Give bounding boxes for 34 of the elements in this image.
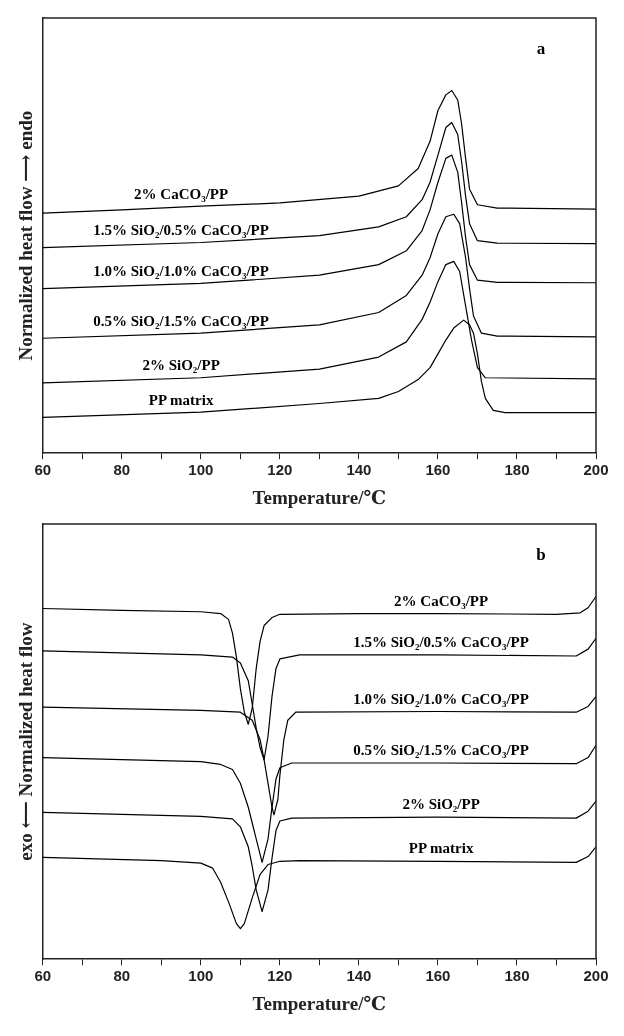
x-tick-label: 60 [34, 967, 52, 985]
series-label: PP matrix [408, 840, 474, 857]
y-axis-title: Normalized heat flow ⟶ endo [15, 110, 37, 361]
series-label: 2% CaCO₃/PP [394, 592, 489, 609]
series-label: 0.5% SiO₂/1.5% CaCO₃/PP [353, 742, 529, 759]
x-tick-label: 80 [113, 461, 131, 479]
x-tick-label: 120 [267, 461, 293, 479]
x-axis-title: Temperature/℃ [252, 992, 387, 1014]
series-label: 2% SiO₂/PP [142, 357, 220, 374]
series-label: 1.0% SiO₂/1.0% CaCO₃/PP [353, 690, 529, 707]
series-label: 2% CaCO₃/PP [134, 186, 229, 203]
x-tick-label: 180 [504, 461, 530, 479]
x-tick-label: 200 [583, 461, 609, 479]
series-label: 1.0% SiO₂/1.0% CaCO₃/PP [93, 263, 269, 280]
x-axis-title: Temperature/℃ [252, 486, 387, 508]
text: b [536, 545, 546, 564]
x-tick-label: 200 [583, 967, 609, 985]
series-label: 0.5% SiO₂/1.5% CaCO₃/PP [93, 312, 269, 329]
text: a [536, 39, 546, 58]
x-tick-label: 140 [346, 967, 372, 985]
y-axis-title: exo ⟵ Normalized heat flow [15, 622, 37, 861]
series-label: PP matrix [148, 391, 214, 408]
x-tick-label: 160 [425, 967, 451, 985]
x-tick-label: 140 [346, 461, 372, 479]
x-tick-label: 120 [267, 967, 293, 985]
x-tick-label: 60 [34, 461, 52, 479]
series-label: 2% SiO₂/PP [402, 796, 480, 813]
x-tick-label: 180 [504, 967, 530, 985]
series-label: 1.5% SiO₂/0.5% CaCO₃/PP [93, 222, 269, 239]
series-label: 1.5% SiO₂/0.5% CaCO₃/PP [353, 633, 529, 650]
x-tick-label: 100 [188, 461, 214, 479]
x-tick-label: 80 [113, 967, 131, 985]
x-tick-label: 100 [188, 967, 214, 985]
x-tick-label: 160 [425, 461, 451, 479]
